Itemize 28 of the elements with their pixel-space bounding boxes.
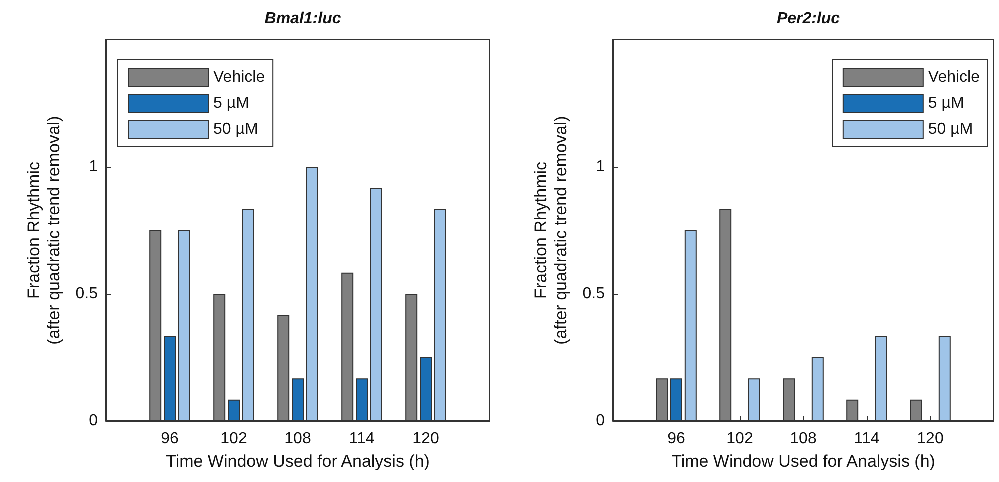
y-tick-label: 0.5: [76, 286, 98, 302]
x-tick-label: 120: [917, 430, 944, 448]
legend-label: Vehicle: [928, 69, 980, 86]
y-tick-label: 0.5: [582, 286, 606, 302]
y-tick-label: 1: [89, 158, 98, 176]
x-tick-label: 102: [726, 430, 754, 448]
chart-title: Per2:luc: [776, 10, 840, 28]
chart-title: Bmal1:luc: [264, 10, 342, 28]
legend-label: 5 µM: [214, 95, 250, 112]
legend-label: 50 µM: [928, 121, 974, 138]
x-tick-label: 96: [668, 430, 686, 448]
x-tick-label: 114: [349, 430, 375, 448]
x-tick-label: 108: [284, 430, 312, 448]
y-tick-label: 0: [596, 412, 606, 430]
x-axis-title: Time Window Used for Analysis (h): [166, 452, 430, 471]
legend-label: 5 µM: [928, 95, 964, 112]
legend-label: 50 µM: [214, 121, 258, 138]
y-tick-label: 0: [89, 412, 98, 430]
x-tick-label: 120: [412, 430, 440, 448]
x-axis-title: Time Window Used for Analysis (h): [672, 452, 936, 471]
legend-label: Vehicle: [214, 69, 266, 86]
y-tick-label: 1: [596, 158, 606, 176]
x-tick-label: 96: [161, 430, 179, 448]
y-axis-title: Fraction Rhythmic (after quadratic trend removal): [24, 116, 64, 345]
x-tick-label: 114: [854, 430, 880, 448]
y-axis-title: Fraction Rhythmic (after quadratic trend removal): [532, 116, 570, 345]
x-tick-label: 102: [220, 430, 248, 448]
x-tick-label: 108: [790, 430, 817, 448]
